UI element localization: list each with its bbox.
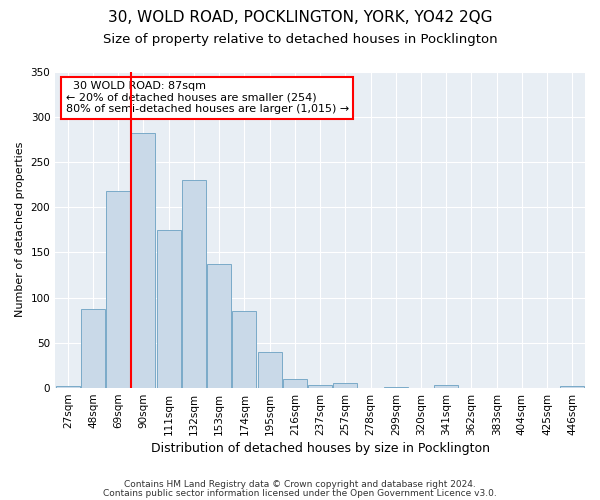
Text: Contains HM Land Registry data © Crown copyright and database right 2024.: Contains HM Land Registry data © Crown c… [124,480,476,489]
Bar [384,387,408,388]
Text: 30, WOLD ROAD, POCKLINGTON, YORK, YO42 2QG: 30, WOLD ROAD, POCKLINGTON, YORK, YO42 2… [108,10,492,25]
Bar [334,382,357,388]
Bar [308,386,332,388]
Bar [560,386,584,388]
Y-axis label: Number of detached properties: Number of detached properties [15,142,25,318]
Bar [157,230,181,388]
Bar [131,133,155,388]
Bar [182,180,206,388]
Bar [81,310,105,388]
Text: Contains public sector information licensed under the Open Government Licence v3: Contains public sector information licen… [103,488,497,498]
Text: 30 WOLD ROAD: 87sqm
← 20% of detached houses are smaller (254)
80% of semi-detac: 30 WOLD ROAD: 87sqm ← 20% of detached ho… [66,81,349,114]
Bar [283,379,307,388]
Bar [434,386,458,388]
Bar [106,191,130,388]
Text: Size of property relative to detached houses in Pocklington: Size of property relative to detached ho… [103,32,497,46]
Bar [232,311,256,388]
Bar [207,264,231,388]
Bar [257,352,281,388]
X-axis label: Distribution of detached houses by size in Pocklington: Distribution of detached houses by size … [151,442,490,455]
Bar [56,386,80,388]
